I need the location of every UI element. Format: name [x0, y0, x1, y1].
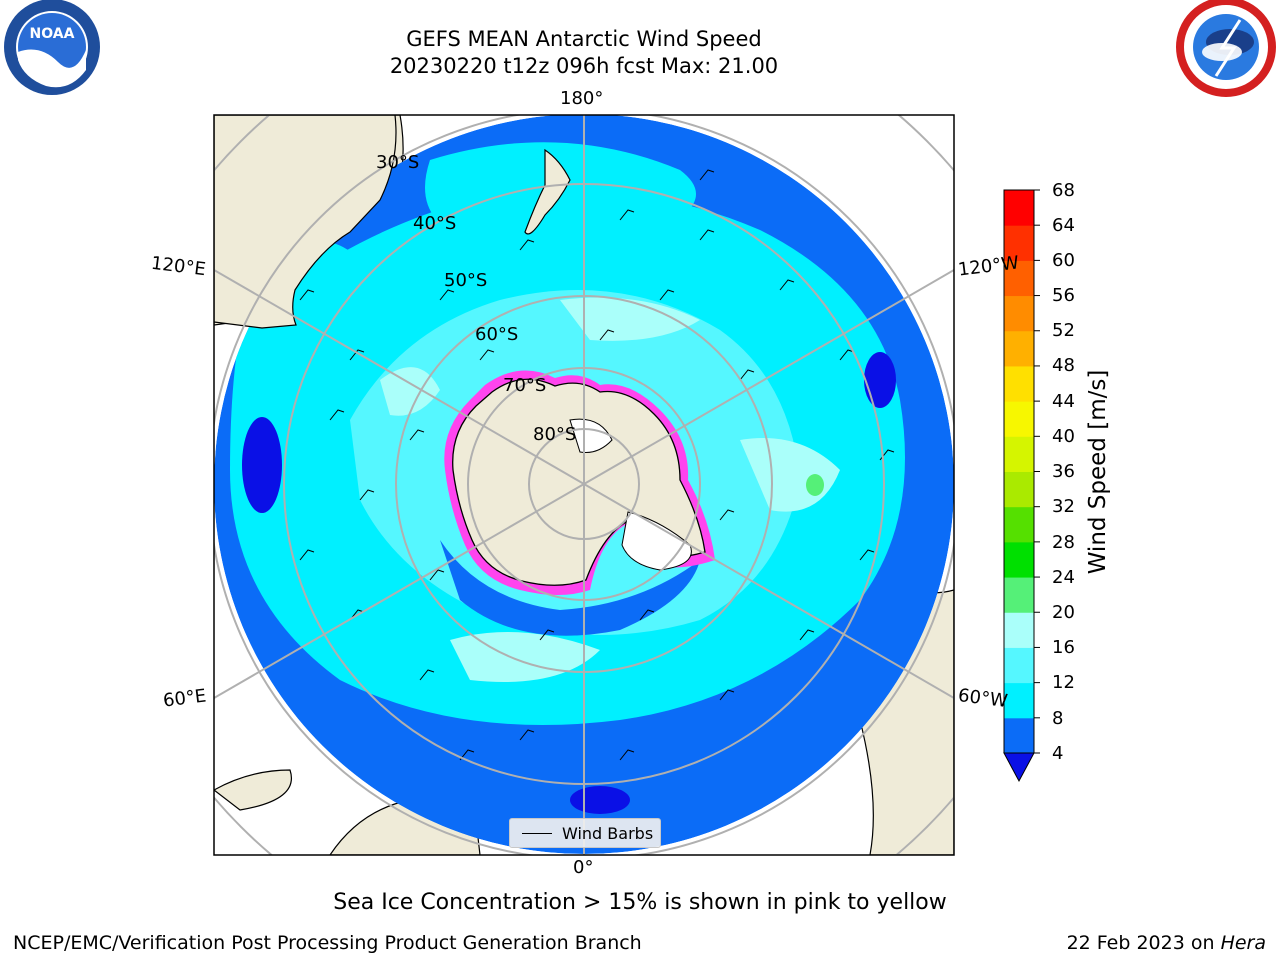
footer-host: Hera [1220, 932, 1266, 954]
footer-date-text: 22 Feb 2023 on [1066, 932, 1221, 954]
colorbar-tick: 60 [1052, 250, 1075, 271]
map-subtitle: 20230220 t12z 096h fcst Max: 21.00 [389, 54, 779, 78]
lat-label-30s: 30°S [376, 152, 420, 173]
colorbar-segment [1004, 295, 1034, 332]
map-frame [213, 114, 955, 856]
colorbar-segment [1004, 612, 1034, 648]
colorbar-tick: 32 [1052, 496, 1075, 517]
lat-label-80s: 80°S [533, 424, 577, 445]
colorbar-tick: 24 [1052, 567, 1075, 588]
lon-label-180: 180° [560, 88, 604, 109]
colorbar-segment [1004, 190, 1034, 226]
map-title: GEFS MEAN Antarctic Wind Speed [406, 27, 762, 51]
colorbar-segment [1004, 647, 1034, 684]
colorbar-segment [1004, 365, 1034, 402]
colorbar-tick: 40 [1052, 426, 1075, 447]
lat-label-50s: 50°S [444, 270, 488, 291]
colorbar-tick: 12 [1052, 672, 1075, 693]
footer-date: 22 Feb 2023 on Hera [1067, 932, 1266, 954]
noaa-logo: NOAA [4, 0, 100, 95]
colorbar-segment [1004, 260, 1034, 297]
colorbar-tick: 20 [1052, 602, 1075, 623]
footer-branch: NCEP/EMC/Verification Post Processing Pr… [13, 932, 642, 954]
colorbar-tick: 56 [1052, 285, 1075, 306]
lon-label-0: 0° [573, 857, 594, 878]
colorbar-tick: 8 [1052, 708, 1064, 729]
colorbar-tick: 48 [1052, 355, 1075, 376]
colorbar-tick: 28 [1052, 532, 1075, 553]
colorbar-segment [1004, 541, 1034, 578]
longitude-gridlines [214, 115, 954, 855]
sea-ice-caption: Sea Ice Concentration > 15% is shown in … [333, 890, 947, 915]
colorbar-segment [1004, 577, 1034, 613]
colorbar-segment [1004, 471, 1034, 508]
colorbar-extend-arrow [1003, 752, 1035, 783]
noaa-logo-text: NOAA [30, 26, 75, 42]
lat-label-40s: 40°S [413, 213, 457, 234]
colorbar-segment [1004, 717, 1034, 754]
colorbar-segment [1004, 330, 1034, 367]
colorbar-tick: 4 [1052, 743, 1064, 764]
colorbar-tick: 64 [1052, 215, 1075, 236]
lat-label-60s: 60°S [475, 324, 519, 345]
map-legend: Wind Barbs [509, 818, 661, 848]
colorbar-tick: 16 [1052, 637, 1075, 658]
colorbar-label: Wind Speed [m/s] [1085, 369, 1111, 575]
colorbar-segment [1004, 436, 1034, 472]
colorbar-segment [1004, 506, 1034, 543]
colorbar-segment [1004, 682, 1034, 719]
legend-label: Wind Barbs [562, 823, 654, 843]
colorbar [1003, 189, 1040, 783]
colorbar-tick: 68 [1052, 180, 1075, 201]
colorbar-tick: 44 [1052, 391, 1075, 412]
colorbar-tick: 36 [1052, 461, 1075, 482]
colorbar-tick: 52 [1052, 320, 1075, 341]
wind-barb-legend-line [522, 832, 552, 834]
colorbar-segment [1004, 225, 1034, 261]
colorbar-segment [1004, 401, 1034, 437]
nws-logo [1176, 0, 1276, 97]
lat-label-70s: 70°S [503, 375, 547, 396]
